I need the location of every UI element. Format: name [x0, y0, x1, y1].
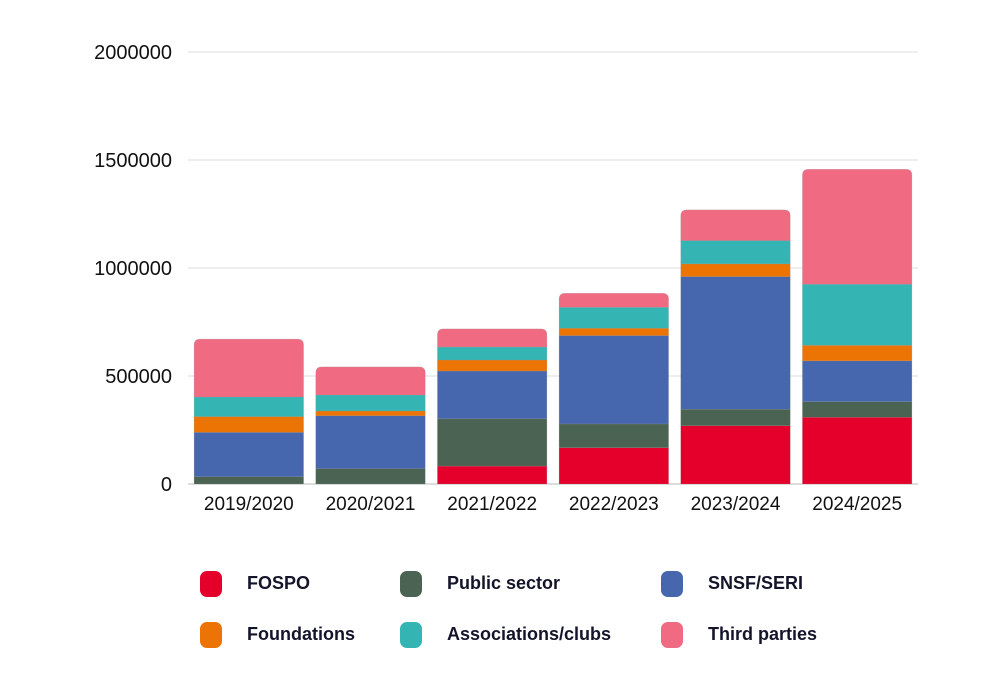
bar-segment [315, 366, 426, 396]
bar-segment [802, 401, 913, 418]
bar-segment [193, 476, 304, 485]
y-tick-label: 1500000 [94, 150, 172, 172]
bar-segment [802, 168, 913, 285]
bar-segment [680, 209, 791, 241]
legend-swatch [400, 571, 422, 597]
bar-segment [193, 416, 304, 433]
bar-segment [315, 394, 426, 412]
y-tick-label: 1000000 [94, 258, 172, 280]
legend-swatch [661, 622, 683, 648]
y-tick-label: 500000 [105, 366, 172, 388]
bar-segment [802, 416, 913, 485]
bar-segment [680, 263, 791, 277]
legend-label: Foundations [247, 624, 355, 644]
legend-label: Third parties [708, 624, 818, 644]
x-tick-label: 2020/2021 [326, 494, 416, 515]
bar-segment [558, 335, 669, 425]
bar-segment [558, 307, 669, 329]
bar-segment [193, 396, 304, 417]
bar-segment [437, 465, 548, 485]
legend-swatch [400, 622, 422, 648]
bar-segment [802, 360, 913, 403]
bar-segment [437, 328, 548, 348]
bar-segment [558, 447, 669, 485]
bar-segment [315, 415, 426, 469]
legend-label: SNSF/SERI [708, 573, 804, 593]
x-tick-label: 2022/2023 [569, 494, 659, 515]
legend-swatch [200, 571, 222, 597]
bar-segment [315, 410, 426, 417]
bar-segment [558, 423, 669, 449]
legend-swatch [200, 622, 222, 648]
bar-segment [802, 345, 913, 362]
x-tick-label: 2019/2020 [204, 494, 294, 515]
x-tick-label: 2024/2025 [812, 494, 902, 515]
bar-segment [680, 240, 791, 265]
bar-segment [193, 338, 304, 398]
legend-label: Associations/clubs [447, 624, 612, 644]
x-tick-label: 2023/2024 [691, 494, 781, 515]
bar-segment [437, 370, 548, 420]
bar-segment [315, 468, 426, 485]
y-tick-label: 2000000 [94, 42, 172, 64]
bar-segment [802, 283, 913, 346]
bar-segment [558, 327, 669, 336]
bar-segment [437, 418, 548, 467]
y-tick-label: 0 [161, 474, 172, 496]
bar-segment [680, 276, 791, 410]
bar-segment [437, 359, 548, 372]
bar-segment [437, 346, 548, 361]
bar-segment [680, 408, 791, 426]
bar-segment [193, 432, 304, 477]
legend-label: FOSPO [247, 573, 311, 593]
legend-label: Public sector [447, 573, 561, 593]
x-tick-label: 2021/2022 [447, 494, 537, 515]
bar-segment [680, 425, 791, 485]
legend-swatch [661, 571, 683, 597]
bar-segment [558, 292, 669, 308]
